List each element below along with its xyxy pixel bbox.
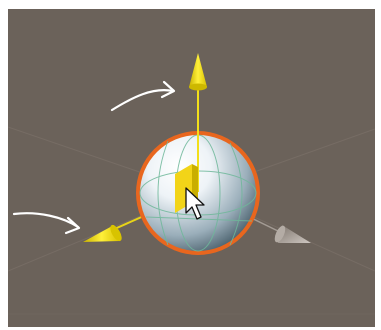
y-axis-cone-icon[interactable] [189, 53, 207, 91]
scene-viewport[interactable] [8, 9, 375, 327]
x-axis-cone-icon[interactable] [273, 224, 311, 244]
curved-arrow-icon [110, 80, 176, 112]
scene-canvas[interactable] [8, 9, 375, 327]
z-axis-cone-icon[interactable] [83, 223, 124, 243]
curved-arrow-icon-2 [12, 212, 81, 235]
arrow-pointer-icon [185, 187, 205, 220]
